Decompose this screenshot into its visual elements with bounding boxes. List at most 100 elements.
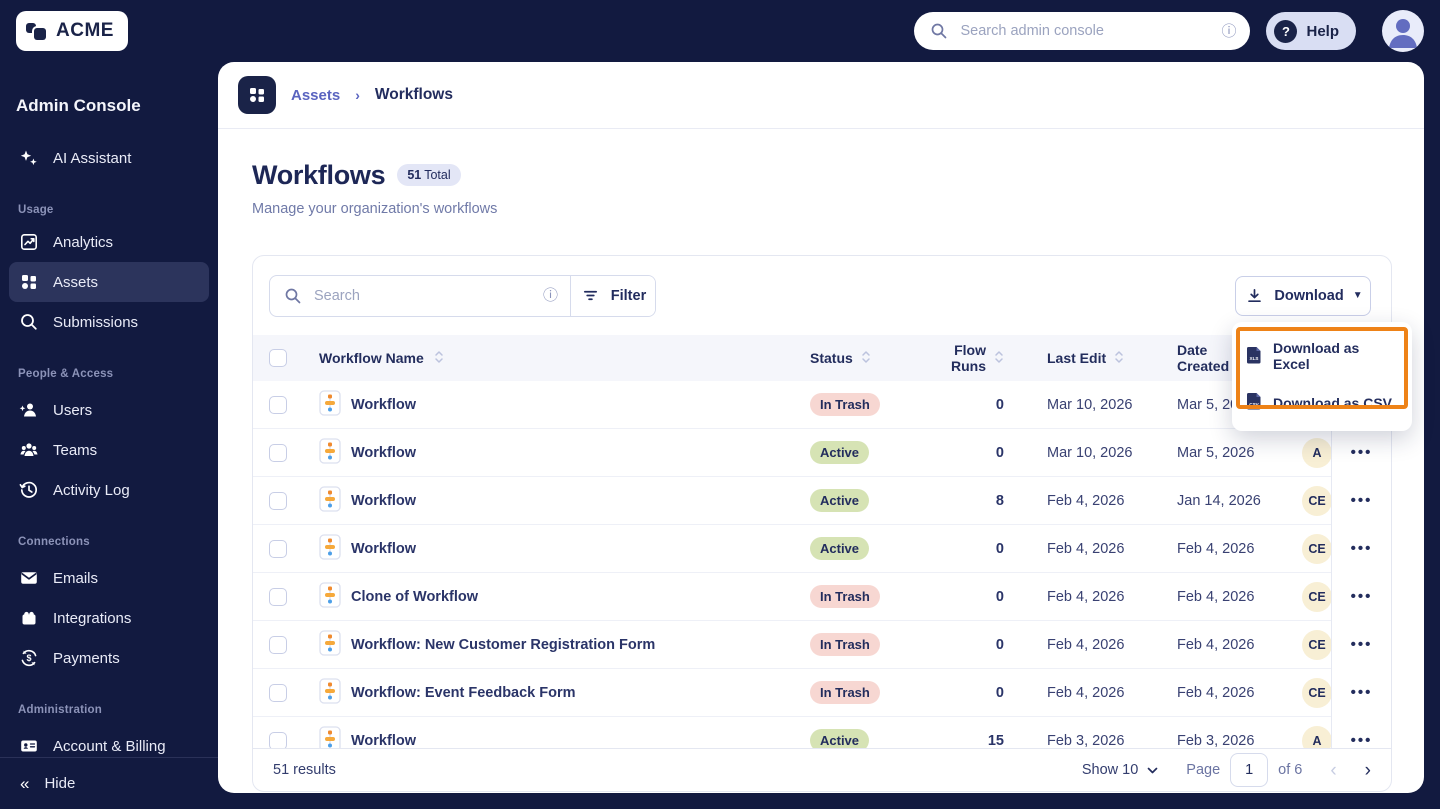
sort-icon[interactable] — [434, 349, 444, 368]
row-checkbox[interactable] — [269, 683, 287, 702]
table-row[interactable]: Clone of Workflow In Trash 0 Feb 4, 2026… — [253, 572, 1391, 621]
envelope-icon — [18, 568, 40, 588]
table-row[interactable]: Workflow Active 0 Mar 10, 2026 Mar 5, 20… — [253, 428, 1391, 477]
row-checkbox[interactable] — [269, 395, 287, 414]
last-edit-value: Feb 4, 2026 — [1047, 684, 1125, 701]
acme-logo-icon — [26, 20, 49, 42]
ellipsis-icon: ••• — [1350, 444, 1373, 461]
sort-icon[interactable] — [861, 349, 871, 368]
row-actions-button[interactable]: ••• — [1331, 668, 1391, 717]
breadcrumb-assets-link[interactable]: Assets — [291, 86, 341, 104]
table-row[interactable]: Workflow Active 0 Feb 4, 2026 Feb 4, 202… — [253, 524, 1391, 573]
status-badge: In Trash — [810, 633, 880, 656]
sidebar-item-teams[interactable]: Teams — [9, 430, 209, 470]
sort-icon[interactable] — [1114, 349, 1124, 368]
row-checkbox[interactable] — [269, 731, 287, 748]
global-search-input[interactable] — [960, 23, 1212, 39]
owner-avatar: CE — [1302, 629, 1332, 660]
page-number-input[interactable] — [1230, 753, 1269, 787]
download-as-csv-item[interactable]: CSV Download as CSV — [1232, 382, 1412, 423]
workflow-name[interactable]: Workflow — [351, 540, 416, 557]
sidebar-item-activity-log[interactable]: Activity Log — [9, 470, 209, 510]
main-content: Assets › Workflows Workflows 51 Total Man… — [218, 62, 1424, 793]
row-actions-button[interactable]: ••• — [1331, 524, 1391, 573]
row-checkbox[interactable] — [269, 587, 287, 606]
search-icon — [282, 287, 304, 305]
table-row[interactable]: Workflow: Event Feedback Form In Trash 0… — [253, 668, 1391, 717]
date-created-value: Feb 4, 2026 — [1177, 636, 1255, 653]
table-row[interactable]: Workflow Active 8 Feb 4, 2026 Jan 14, 20… — [253, 476, 1391, 525]
table-row[interactable]: Workflow: New Customer Registration Form… — [253, 620, 1391, 669]
download-button[interactable]: Download ▼ — [1235, 275, 1371, 316]
flow-runs-value: 0 — [995, 684, 1004, 701]
column-header-name[interactable]: Workflow Name — [319, 350, 424, 366]
download-as-excel-item[interactable]: XLS Download as Excel — [1232, 330, 1412, 382]
column-header-flow-runs[interactable]: Flow Runs — [951, 342, 986, 374]
row-actions-button[interactable]: ••• — [1331, 476, 1391, 525]
next-page-button[interactable]: › — [1364, 759, 1371, 781]
user-avatar[interactable] — [1382, 10, 1424, 52]
column-header-date-created[interactable]: Date Created — [1177, 341, 1230, 374]
sidebar-item-account-billing[interactable]: Account & Billing — [9, 726, 209, 766]
sidebar-item-emails[interactable]: Emails — [9, 558, 209, 598]
workflow-icon — [319, 533, 341, 564]
workflow-name[interactable]: Workflow — [351, 444, 416, 461]
workflow-name[interactable]: Workflow: New Customer Registration Form — [351, 636, 656, 653]
row-actions-button[interactable]: ••• — [1331, 716, 1391, 748]
row-checkbox[interactable] — [269, 635, 287, 654]
row-actions-button[interactable]: ••• — [1331, 572, 1391, 621]
workflow-name[interactable]: Workflow: Event Feedback Form — [351, 684, 576, 701]
flow-runs-value: 0 — [995, 396, 1004, 413]
sidebar-item-assets[interactable]: Assets — [9, 262, 209, 302]
table-search[interactable]: ⓘ — [270, 276, 570, 316]
sort-icon[interactable] — [994, 349, 1004, 368]
last-edit-value: Feb 3, 2026 — [1047, 732, 1125, 749]
global-search[interactable]: ⓘ — [914, 12, 1251, 50]
row-actions-button[interactable]: ••• — [1331, 428, 1391, 477]
table-row[interactable]: Workflow Active 15 Feb 3, 2026 Feb 3, 20… — [253, 716, 1391, 749]
ellipsis-icon: ••• — [1350, 684, 1373, 701]
sidebar-item-submissions[interactable]: Submissions — [9, 302, 209, 342]
sidebar-item-payments[interactable]: $ Payments — [9, 638, 209, 678]
row-checkbox[interactable] — [269, 443, 287, 462]
acme-logo[interactable]: ACME — [16, 11, 128, 51]
workflow-name[interactable]: Workflow — [351, 396, 416, 413]
workflow-name[interactable]: Workflow — [351, 492, 416, 509]
workflow-name[interactable]: Workflow — [351, 732, 416, 749]
workflow-icon — [319, 725, 341, 748]
column-header-last-edit[interactable]: Last Edit — [1047, 350, 1107, 366]
table-search-input[interactable] — [314, 287, 533, 304]
sidebar-item-ai-assistant[interactable]: AI Assistant — [9, 138, 209, 178]
table-body: Workflow In Trash 0 Mar 10, 2026 Mar 5, … — [253, 381, 1391, 748]
column-header-status[interactable]: Status — [810, 350, 853, 366]
sidebar-item-label: Analytics — [53, 233, 114, 251]
table-row[interactable]: Workflow In Trash 0 Mar 10, 2026 Mar 5, … — [253, 381, 1391, 429]
xls-file-icon: XLS — [1246, 346, 1263, 367]
previous-page-button[interactable]: ‹ — [1330, 759, 1337, 781]
last-edit-value: Feb 4, 2026 — [1047, 588, 1125, 605]
row-checkbox[interactable] — [269, 491, 287, 510]
filter-button[interactable]: Filter — [571, 275, 655, 316]
workflow-icon — [319, 581, 341, 612]
info-icon: ⓘ — [542, 287, 558, 304]
search-icon — [18, 312, 40, 332]
workflow-icon — [319, 437, 341, 468]
hide-sidebar-button[interactable]: « Hide — [0, 758, 218, 809]
row-checkbox[interactable] — [269, 539, 287, 558]
acme-logo-text: ACME — [56, 20, 114, 41]
row-actions-button[interactable]: ••• — [1331, 620, 1391, 669]
page-label: Page — [1186, 762, 1221, 778]
download-icon — [1243, 287, 1265, 304]
search-icon — [928, 22, 950, 40]
help-button[interactable]: ? Help — [1266, 12, 1356, 50]
sidebar-item-integrations[interactable]: Integrations — [9, 598, 209, 638]
select-all-checkbox[interactable] — [269, 349, 287, 367]
sidebar-item-analytics[interactable]: Analytics — [9, 222, 209, 262]
topbar-right: ⓘ ? Help — [914, 10, 1424, 52]
page-subtitle: Manage your organization's workflows — [252, 201, 498, 217]
workflow-name[interactable]: Clone of Workflow — [351, 588, 479, 605]
page-size-select[interactable]: Show 10 — [1082, 762, 1158, 778]
chevron-down-icon: ▼ — [1352, 290, 1363, 301]
table-toolbar: ⓘ Filter Download ▼ — [253, 256, 1391, 335]
sidebar-item-users[interactable]: Users — [9, 390, 209, 430]
